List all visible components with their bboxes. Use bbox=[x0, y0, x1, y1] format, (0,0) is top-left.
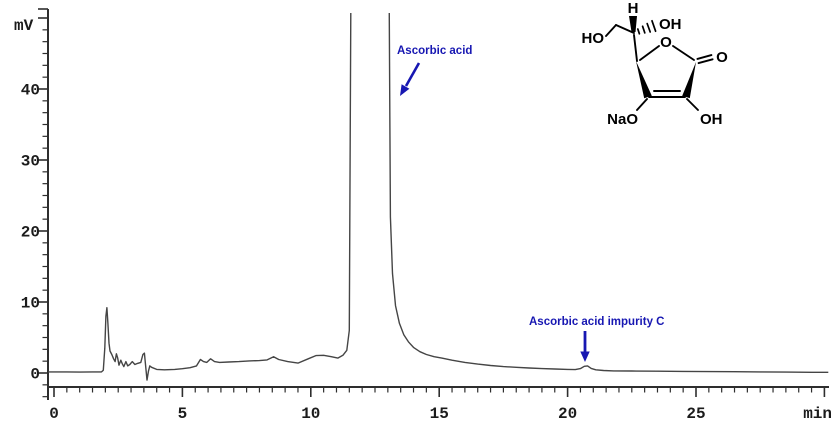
bond-c5-ring bbox=[633, 34, 638, 62]
x-tick-label: 10 bbox=[301, 405, 320, 423]
peak-arrowhead-impurity-c bbox=[580, 351, 590, 362]
x-axis-tick-labels: 0 5 10 15 20 25 bbox=[49, 405, 705, 423]
carbonyl-double-bond-2 bbox=[696, 54, 713, 60]
hash-bond-oh-4 bbox=[651, 19, 657, 33]
hash-bond-oh-2 bbox=[641, 25, 646, 34]
carbonyl-double-bond-1 bbox=[697, 58, 714, 65]
y-tick-label: 40 bbox=[21, 82, 40, 100]
bond-ringO-c2 bbox=[672, 45, 695, 61]
x-tick-label: 25 bbox=[686, 405, 705, 423]
bond-oh-enol bbox=[686, 98, 699, 111]
atom-label-oh-stereo: OH bbox=[659, 16, 682, 33]
x-tick-label: 0 bbox=[49, 405, 59, 423]
x-axis-unit-label: min bbox=[803, 405, 832, 423]
x-tick-label: 5 bbox=[178, 405, 188, 423]
wedge-bond-h bbox=[629, 16, 637, 32]
bond-ho-ch2 bbox=[605, 24, 617, 37]
peak-annotations: Ascorbic acid Ascorbic acid impurity C bbox=[397, 45, 664, 362]
bond-nao bbox=[636, 98, 648, 111]
hash-bond-oh-1 bbox=[636, 28, 641, 35]
wedge-bond-ring-left bbox=[636, 61, 652, 99]
y-tick-label: 0 bbox=[30, 366, 40, 384]
wedge-bond-ring-right bbox=[682, 62, 696, 99]
hash-bond-oh-3 bbox=[646, 22, 652, 33]
x-tick-label: 20 bbox=[558, 405, 577, 423]
y-axis-tick-labels: 0 10 20 30 40 bbox=[21, 82, 40, 384]
peak-arrowhead-ascorbic-acid bbox=[400, 84, 410, 96]
y-tick-label: 10 bbox=[21, 295, 40, 313]
atom-label-ho: HO bbox=[582, 30, 605, 47]
bond-ch2-c5 bbox=[615, 24, 635, 34]
y-axis-unit-label: mV bbox=[14, 17, 34, 35]
x-tick-label: 15 bbox=[430, 405, 449, 423]
atom-label-h: H bbox=[628, 0, 639, 17]
chromatogram-trace bbox=[48, 13, 829, 381]
y-tick-label: 20 bbox=[21, 224, 40, 242]
atom-label-nao: NaO bbox=[607, 111, 638, 128]
x-axis-ticks bbox=[53, 387, 826, 397]
atom-label-carbonyl-o: O bbox=[716, 49, 728, 66]
atom-label-oh-enol: OH bbox=[700, 111, 723, 128]
atom-label-ring-o: O bbox=[660, 34, 672, 51]
bond-ringO-c5 bbox=[639, 45, 660, 61]
sodium-ascorbate-structure: HO H OH O O NaO OH bbox=[582, 0, 729, 128]
peak-arrow-ascorbic-acid bbox=[404, 62, 421, 87]
y-axis-ticks bbox=[38, 17, 48, 398]
peak-label-ascorbic-acid: Ascorbic acid bbox=[397, 45, 472, 57]
y-tick-label: 30 bbox=[21, 153, 40, 171]
peak-label-impurity-c: Ascorbic acid impurity C bbox=[529, 316, 664, 328]
